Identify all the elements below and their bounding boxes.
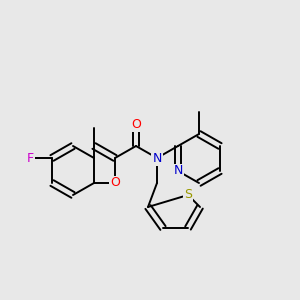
Text: S: S	[184, 188, 192, 202]
Text: O: O	[110, 176, 120, 190]
Text: N: N	[173, 164, 183, 178]
Text: F: F	[26, 152, 34, 164]
Text: N: N	[152, 152, 162, 164]
Text: O: O	[131, 118, 141, 130]
